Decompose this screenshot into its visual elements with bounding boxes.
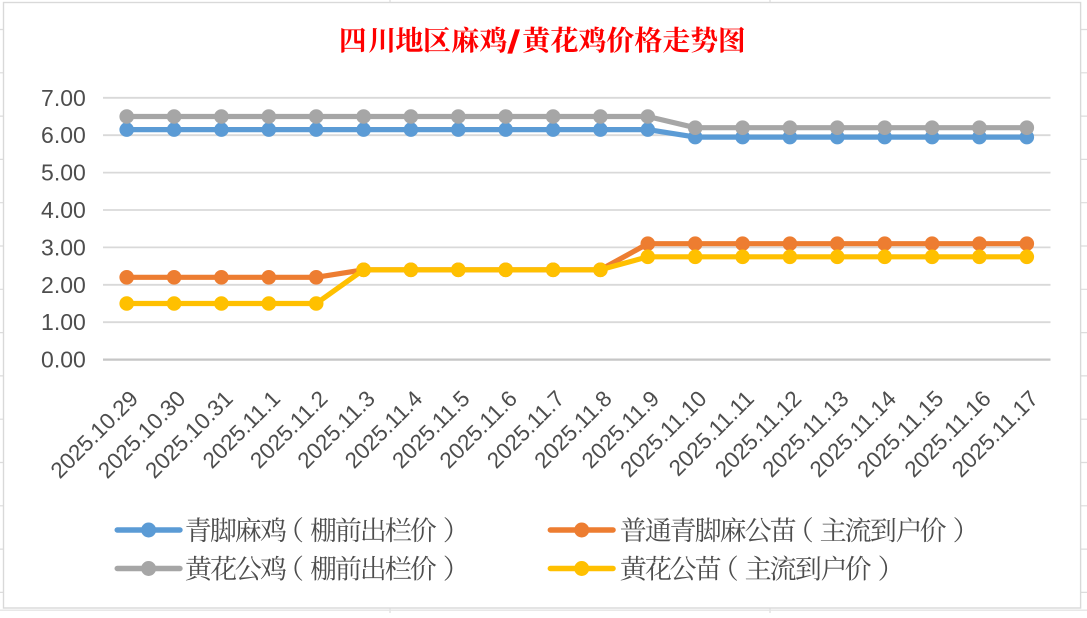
svg-text:0.00: 0.00 <box>41 347 86 373</box>
svg-text:1.00: 1.00 <box>41 309 86 335</box>
svg-text:5.00: 5.00 <box>41 160 86 186</box>
svg-text:4.00: 4.00 <box>41 197 86 223</box>
svg-text:7.00: 7.00 <box>41 85 86 111</box>
svg-text:6.00: 6.00 <box>41 122 86 148</box>
svg-text:3.00: 3.00 <box>41 234 86 260</box>
svg-text:2.00: 2.00 <box>41 272 86 298</box>
